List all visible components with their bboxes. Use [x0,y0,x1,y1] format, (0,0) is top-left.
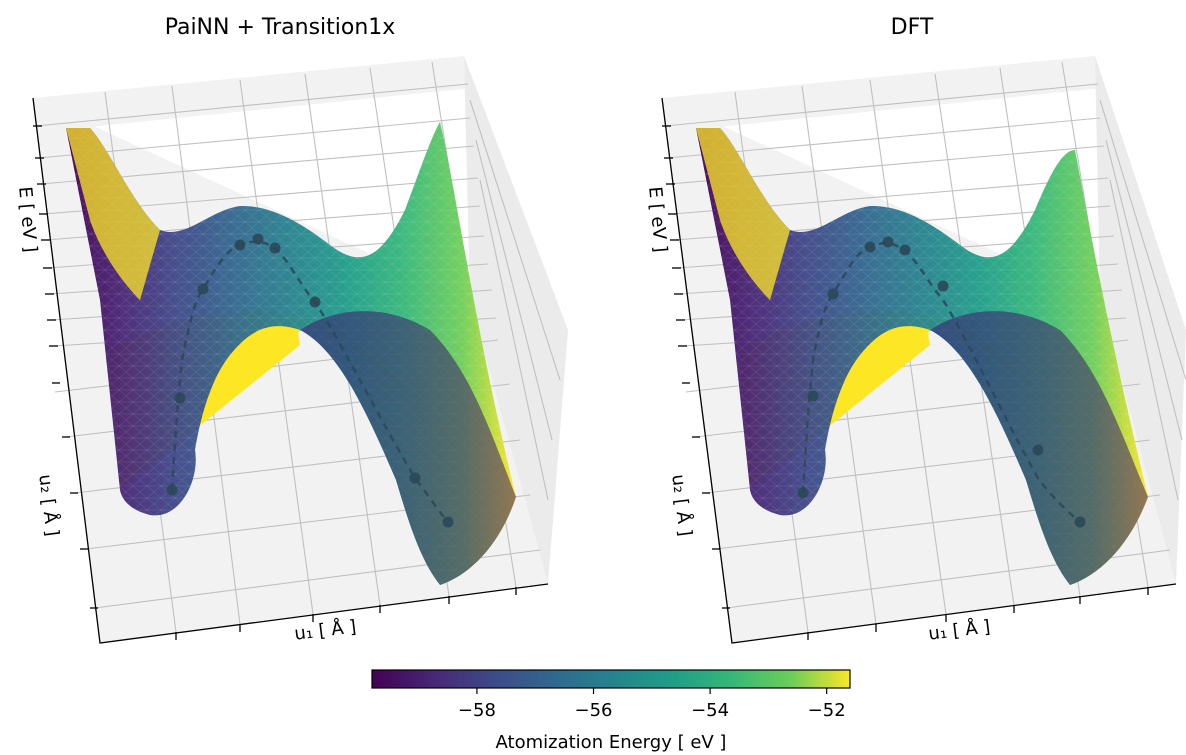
path-point [827,288,839,300]
panel-title: PaiNN + Transition1x [165,15,396,40]
colorbar-label: Atomization Energy [ eV ] [496,732,727,753]
path-point [899,244,911,256]
colorbar-tick-label: −56 [575,700,613,721]
panel-painn: PaiNN + Transition1x [32,15,568,644]
y-axis-label: u₂ [ Å ] [34,473,63,537]
colorbar: −58 −56 −54 −52 Atomization Energy [ eV ] [371,669,851,753]
back-pane [33,56,472,132]
colorbar-tick-label: −52 [808,700,846,721]
colorbar-tick-label: −58 [458,700,496,721]
path-point [269,242,281,254]
surface-valley-shade [300,311,516,585]
path-point [1074,516,1086,528]
path-point [166,484,178,496]
path-point [937,280,949,292]
path-point [409,472,421,484]
path-point [864,241,876,253]
axis-ticks [33,125,517,640]
z-axis-label: E [ eV ] [644,186,671,254]
path-point [252,233,264,245]
path-point [309,296,321,308]
energy-surface [66,122,516,585]
path-line [801,242,1081,523]
min-energy-path [797,236,1086,528]
panel-dft: DFT [661,15,1186,644]
min-energy-path [166,233,454,528]
colorbar-tick-label: −54 [691,700,729,721]
x-axis-label: u₁ [ Å ] [927,615,991,644]
x-axis-label: u₁ [ Å ] [293,615,357,644]
path-point [197,283,209,295]
surface-left-shade [66,128,160,300]
path-point [442,516,454,528]
panel-title: DFT [891,15,934,40]
axes [661,97,1177,644]
z-axis-label: E [ eV ] [14,186,41,254]
axes [32,97,549,644]
surface-left-shade [696,128,790,300]
path-point [797,487,809,499]
y-axis-label: u₂ [ Å ] [667,473,696,537]
path-point [234,239,246,251]
path-point [882,236,894,248]
path-line [170,240,449,523]
path-point [174,392,186,404]
axis-ticks [662,125,1149,640]
back-pane [662,56,1103,132]
path-point [807,390,819,402]
colorbar-gradient [371,669,851,689]
right-pane [464,56,568,584]
path-point [1032,444,1044,456]
